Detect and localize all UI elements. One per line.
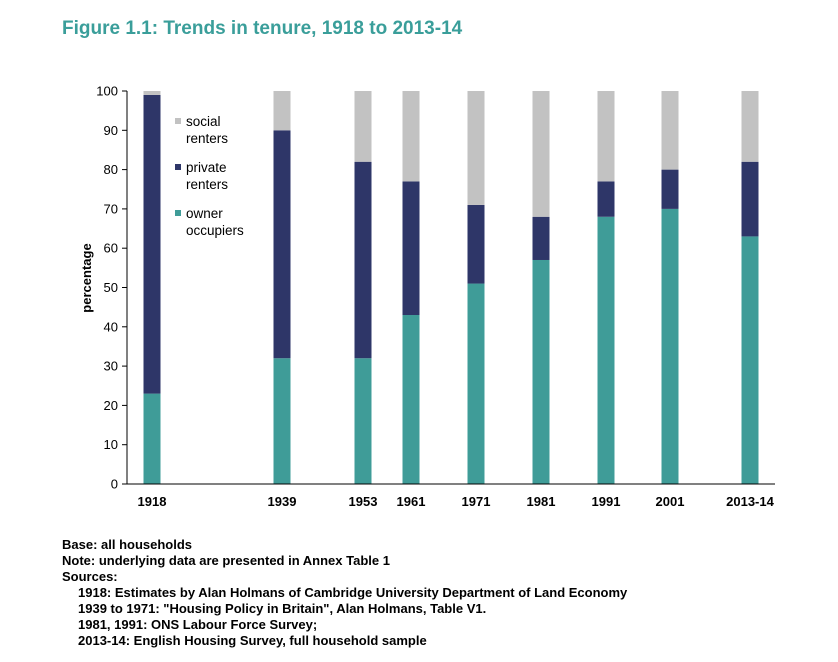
figure-title: Figure 1.1: Trends in tenure, 1918 to 20… (62, 18, 463, 39)
bar-segment (597, 181, 615, 217)
figure-notes: Base: all households Note: underlying da… (62, 537, 627, 649)
legend-swatch (175, 164, 181, 170)
x-tick-label: 1971 (462, 494, 491, 509)
x-tick-label: 2001 (656, 494, 685, 509)
x-tick-label: 1981 (527, 494, 556, 509)
x-tick-label: 1939 (268, 494, 297, 509)
legend-label: renters (186, 177, 228, 192)
y-axis-label: percentage (79, 243, 94, 312)
y-tick-label: 70 (104, 201, 118, 216)
bar-segment (741, 236, 759, 484)
bar-segment (354, 161, 372, 359)
bar-segment (597, 216, 615, 484)
x-tick-label: 1991 (592, 494, 621, 509)
base-note: Base: all households (62, 537, 193, 552)
bar-segment (354, 358, 372, 484)
bar-segment (532, 259, 550, 484)
bar-segment (354, 91, 372, 162)
y-tick-label: 90 (104, 123, 118, 138)
bar-segment (467, 91, 485, 205)
x-tick-label: 1953 (349, 494, 378, 509)
bar-segment (402, 181, 420, 316)
y-tick-label: 40 (104, 319, 118, 334)
bar-segment (741, 161, 759, 237)
legend-label: occupiers (186, 223, 244, 238)
bar-segment (741, 91, 759, 162)
source-line: 2013-14: English Housing Survey, full ho… (78, 633, 427, 648)
source-line: 1981, 1991: ONS Labour Force Survey; (78, 617, 318, 632)
bars (143, 91, 759, 484)
source-line: 1918: Estimates by Alan Holmans of Cambr… (78, 585, 628, 600)
bar-segment (402, 315, 420, 484)
sources-label: Sources: (62, 569, 118, 584)
bar-segment (143, 91, 161, 95)
legend-label: renters (186, 131, 228, 146)
x-tick-label: 1918 (138, 494, 167, 509)
bar-segment (467, 204, 485, 284)
data-note: Note: underlying data are presented in A… (62, 553, 390, 568)
legend-swatch (175, 118, 181, 124)
bar-segment (467, 283, 485, 484)
x-tick-label: 1961 (397, 494, 426, 509)
y-tick-label: 100 (96, 84, 118, 99)
y-axis: 0 10 20 30 40 50 60 70 80 90 100 (96, 84, 128, 492)
legend-label: owner (186, 206, 223, 221)
bar-segment (597, 91, 615, 182)
y-tick-label: 80 (104, 162, 118, 177)
bar-segment (402, 91, 420, 182)
source-line: 1939 to 1971: "Housing Policy in Britain… (78, 601, 487, 616)
bar-segment (532, 91, 550, 217)
bar-segment (661, 91, 679, 170)
bar-segment (273, 130, 291, 359)
bar-segment (143, 94, 161, 394)
y-tick-label: 50 (104, 280, 118, 295)
y-tick-label: 60 (104, 241, 118, 256)
bar-segment (661, 169, 679, 209)
y-tick-label: 20 (104, 398, 118, 413)
y-tick-label: 0 (111, 477, 118, 492)
y-tick-label: 10 (104, 437, 118, 452)
bar-segment (143, 393, 161, 484)
legend-swatch (175, 210, 181, 216)
x-axis: 1918 1939 1953 1961 1971 1981 1991 2001 2013-14 (127, 483, 775, 509)
legend: social renters private renters owner occupier… (175, 114, 244, 238)
x-tick-label: 2013-14 (726, 494, 774, 509)
bar-segment (273, 358, 291, 484)
bar-segment (532, 216, 550, 260)
bar-segment (661, 208, 679, 484)
legend-label: social (186, 114, 221, 129)
bar-segment (273, 91, 291, 131)
legend-label: private (186, 160, 227, 175)
y-tick-label: 30 (104, 359, 118, 374)
